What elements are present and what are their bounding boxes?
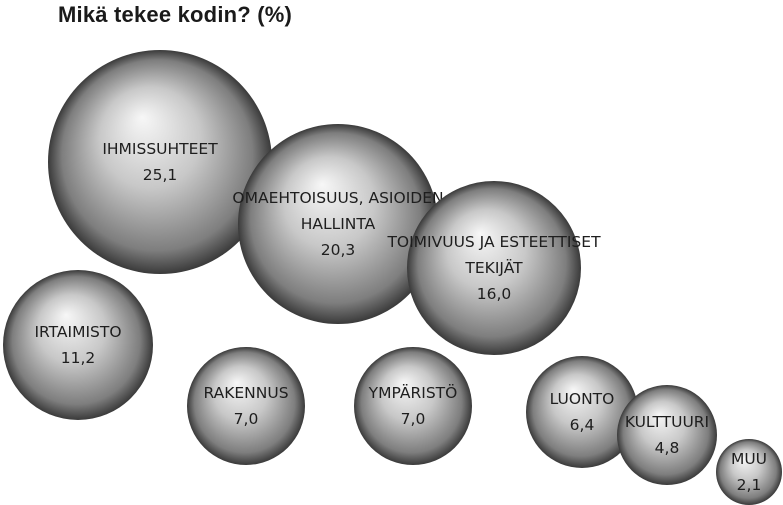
bubble-rakennus: RAKENNUS 7,0 — [187, 347, 305, 465]
bubble-value: 7,0 — [234, 410, 259, 428]
bubble-toimivuus-ja-esteettiset-tekijät: TOIMIVUUS JA ESTEETTISET TEKIJÄT 16,0 — [386, 181, 601, 355]
bubble-omaehtoisuus-asioiden-hallinta: OMAEHTOISUUS, ASIOIDEN HALLINTA 20,3 — [232, 124, 444, 324]
bubble-ympäristö: YMPÄRISTÖ 7,0 — [354, 347, 472, 465]
bubble-irtaimisto: IRTAIMISTO 11,2 — [3, 270, 153, 420]
bubble-mark — [238, 124, 438, 324]
bubble-mark — [187, 347, 305, 465]
bubble-mark — [526, 356, 638, 468]
bubble-value: 20,3 — [321, 241, 356, 259]
bubble-label: RAKENNUS — [203, 384, 288, 402]
bubble-label: TOIMIVUUS JA ESTEETTISET TEKIJÄT — [386, 233, 601, 277]
bubble-mark — [48, 50, 272, 274]
bubble-label: KULTTUURI — [625, 413, 709, 431]
bubble-value: 16,0 — [477, 285, 512, 303]
bubble-label: LUONTO — [550, 390, 615, 408]
bubble-mark — [617, 385, 717, 485]
bubble-muu: MUU 2,1 — [716, 439, 782, 505]
bubble-mark — [3, 270, 153, 420]
bubble-value: 4,8 — [655, 439, 680, 457]
bubble-ihmissuhteet: IHMISSUHTEET 25,1 — [48, 50, 272, 274]
chart-title: Mikä tekee kodin? (%) — [58, 2, 293, 27]
bubble-mark — [407, 181, 581, 355]
bubble-label: YMPÄRISTÖ — [368, 383, 458, 402]
bubble-value: 6,4 — [570, 416, 595, 434]
bubble-mark — [354, 347, 472, 465]
bubble-value: 7,0 — [401, 410, 426, 428]
bubble-label: OMAEHTOISUUS, ASIOIDEN HALLINTA — [232, 189, 443, 233]
bubble-luonto: LUONTO 6,4 — [526, 356, 638, 468]
bubble-value: 25,1 — [143, 166, 178, 184]
bubble-label: MUU — [731, 450, 767, 468]
bubble-value: 11,2 — [61, 349, 96, 367]
bubble-kulttuuri: KULTTUURI 4,8 — [617, 385, 717, 485]
bubble-value: 2,1 — [737, 476, 762, 494]
bubble-mark — [716, 439, 782, 505]
bubble-label: IRTAIMISTO — [34, 323, 121, 341]
bubble-label: IHMISSUHTEET — [102, 140, 218, 158]
